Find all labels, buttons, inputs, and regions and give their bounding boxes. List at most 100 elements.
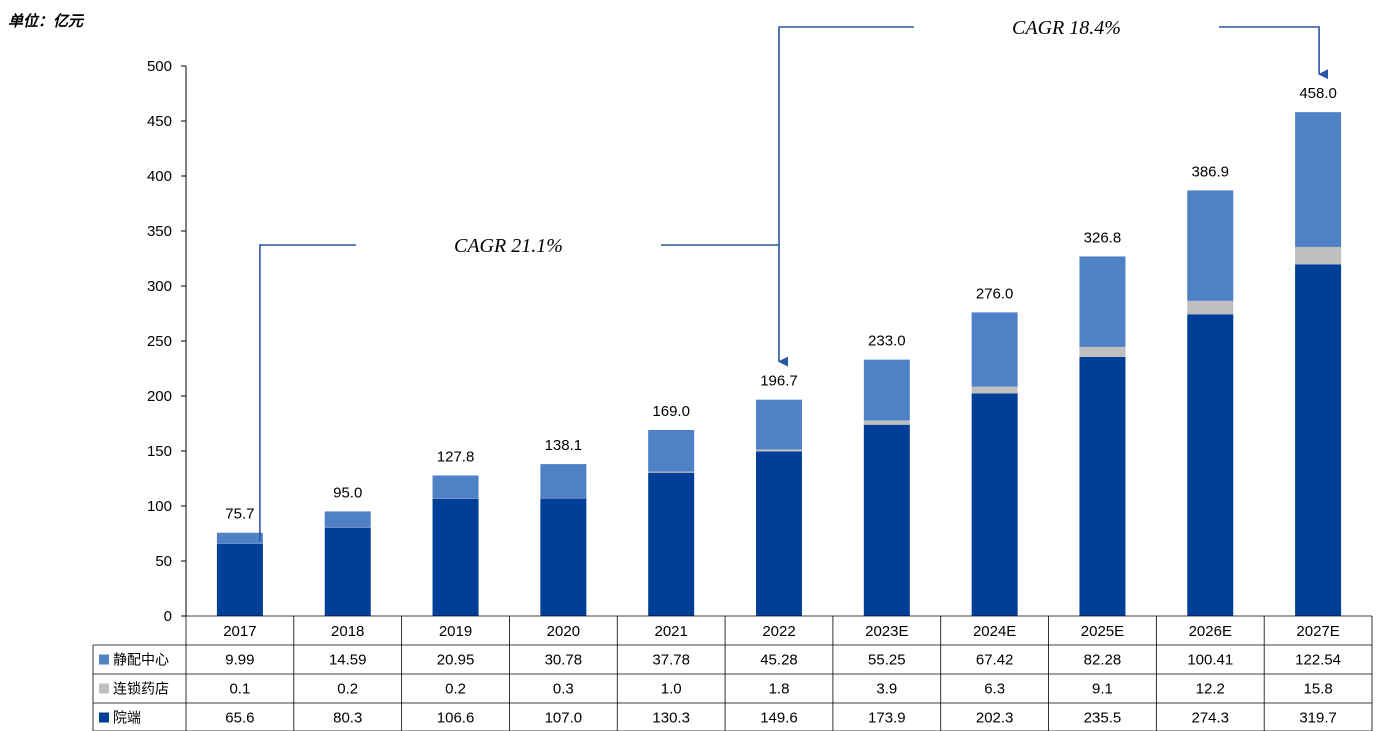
cagr-annotations: CAGR 21.1% CAGR 18.4%	[259, 17, 1329, 541]
table-cell: 30.78	[545, 652, 583, 669]
total-labels: 75.7 95.0 127.8 138.1 169.0 196.7 233.0 276.0 32…	[225, 85, 1337, 523]
bar-segment	[216, 532, 263, 544]
y-tick-label: 200	[147, 388, 172, 405]
table-cell: 130.3	[652, 710, 690, 727]
table-cell: 319.7	[1299, 710, 1337, 727]
bar-segment	[648, 472, 695, 616]
bar-segment	[324, 511, 371, 528]
bar-segment	[756, 399, 802, 450]
table-cell: 82.28	[1084, 652, 1122, 669]
table-cell: 274.3	[1191, 710, 1229, 727]
y-tick-label: 350	[147, 223, 172, 240]
table-cell: 106.6	[437, 710, 475, 727]
y-tick-label: 500	[147, 58, 172, 75]
table-cell: 65.6	[225, 710, 254, 727]
table-cell: 6.3	[984, 681, 1005, 698]
bar-segment	[540, 464, 587, 498]
x-tick-label: 2020	[547, 623, 580, 640]
table-cell: 15.8	[1303, 681, 1332, 698]
table-cell: 55.25	[868, 652, 906, 669]
table-cell: 12.2	[1196, 681, 1225, 698]
cagr-arrow-left	[778, 26, 914, 367]
total-label: 326.8	[1084, 230, 1122, 247]
x-tick-label: 2024E	[973, 623, 1016, 640]
table-cell: 173.9	[868, 710, 906, 727]
table-cell: 1.8	[769, 681, 790, 698]
x-tick-label: 2018	[331, 623, 364, 640]
total-label: 458.0	[1299, 85, 1337, 102]
bar-segment	[1079, 256, 1126, 347]
bar-segment	[971, 312, 1018, 387]
bar-segment	[540, 498, 587, 616]
y-tick-label: 0	[164, 608, 172, 625]
table-cell: 37.78	[652, 652, 690, 669]
legend-swatch	[99, 683, 109, 694]
total-label: 233.0	[868, 333, 906, 350]
x-tick-label: 2022	[762, 623, 795, 640]
x-tick-label: 2023E	[865, 623, 908, 640]
table-cell: 20.95	[437, 652, 475, 669]
bar-segment	[1079, 356, 1126, 616]
table-cell: 9.99	[225, 652, 254, 669]
table-cell: 0.2	[445, 681, 466, 698]
legend-entry: 院端	[113, 711, 141, 727]
bar-segment	[756, 449, 802, 452]
table-cell: 1.0	[661, 681, 682, 698]
bar-segment	[1079, 346, 1126, 357]
legend-swatch	[99, 654, 109, 665]
legend-entry: 静配中心	[113, 653, 169, 669]
table-cell: 9.1	[1092, 681, 1113, 698]
table-cell: 149.6	[760, 710, 798, 727]
bar-segment	[863, 420, 910, 425]
table-cell: 14.59	[329, 652, 367, 669]
table-cell: 80.3	[333, 710, 362, 727]
table-cell: 45.28	[760, 652, 798, 669]
legend-entry: 连锁药店	[113, 682, 169, 698]
y-tick-label: 100	[147, 498, 172, 515]
table-cell: 202.3	[976, 710, 1014, 727]
bar-segment	[648, 471, 695, 473]
bar-segment	[1295, 112, 1342, 247]
y-tick-label: 400	[147, 168, 172, 185]
total-label: 276.0	[976, 285, 1014, 302]
x-tick-label: 2027E	[1296, 623, 1339, 640]
bar-segment	[756, 451, 802, 616]
table-cell: 3.9	[876, 681, 897, 698]
bar-segment	[1187, 190, 1234, 301]
total-label: 95.0	[333, 485, 362, 502]
x-tick-label: 2026E	[1189, 623, 1232, 640]
total-label: 75.7	[225, 506, 254, 523]
table-cell: 0.1	[229, 681, 250, 698]
y-tick-label: 450	[147, 113, 172, 130]
total-label: 196.7	[760, 373, 798, 390]
y-axis: 0 50 100 150 200 250 300 350 400 450 500	[147, 58, 187, 625]
bar-segment	[971, 386, 1018, 394]
x-tick-label: 2025E	[1081, 623, 1124, 640]
bar-segment	[324, 527, 371, 616]
x-tick-label: 2019	[439, 623, 472, 640]
x-tick-label: 2021	[654, 623, 687, 640]
total-label: 386.9	[1191, 163, 1229, 180]
legend-swatch	[99, 712, 109, 723]
total-label: 127.8	[437, 448, 475, 465]
bar-segment	[648, 430, 695, 472]
table-cell: 0.2	[337, 681, 358, 698]
bar-segment	[432, 498, 479, 616]
bar-segment	[1295, 246, 1342, 265]
unit-label: 单位：亿元	[8, 12, 84, 30]
y-tick-label: 50	[155, 553, 172, 570]
bars	[216, 112, 1342, 616]
data-table: 2017 2018 2019 2020 2021 2022 2023E 2024E 2025E 2…	[92, 615, 1373, 731]
bar-segment	[971, 393, 1018, 616]
table-cell: 107.0	[545, 710, 583, 727]
y-tick-label: 250	[147, 333, 172, 350]
x-tick-label: 2017	[223, 623, 256, 640]
bar-segment	[1295, 264, 1342, 616]
table-cell: 100.41	[1187, 652, 1233, 669]
bar-segment	[1187, 314, 1234, 616]
bar-segment	[1187, 300, 1234, 315]
bar-segment	[863, 424, 910, 616]
total-label: 138.1	[545, 437, 583, 454]
cagr-bracket-left	[259, 244, 356, 541]
